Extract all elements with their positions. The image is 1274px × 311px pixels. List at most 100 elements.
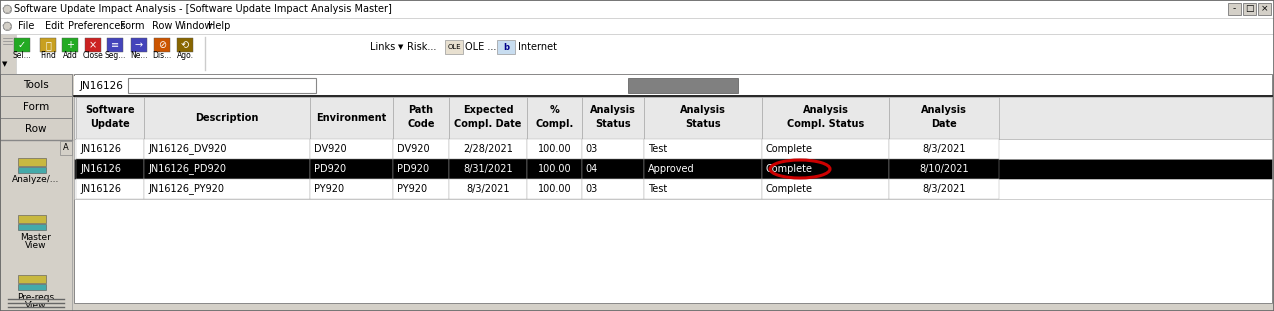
Bar <box>310 179 392 199</box>
Bar <box>74 179 1271 199</box>
Text: Tools: Tools <box>23 80 48 90</box>
Text: Software: Software <box>85 105 135 115</box>
Bar <box>0 118 73 140</box>
Text: 8/3/2021: 8/3/2021 <box>922 184 966 194</box>
Bar <box>448 179 527 199</box>
Bar <box>527 179 582 199</box>
Text: Window: Window <box>175 21 213 31</box>
Text: Test: Test <box>648 144 668 154</box>
Bar <box>144 179 310 199</box>
Text: Pre-reqs: Pre-reqs <box>18 293 55 301</box>
Text: 100.00: 100.00 <box>538 144 571 154</box>
Bar <box>62 38 78 52</box>
Bar <box>144 97 310 139</box>
Text: 8/10/2021: 8/10/2021 <box>919 164 968 174</box>
Text: Form: Form <box>120 21 144 31</box>
Text: ≡: ≡ <box>111 40 118 50</box>
Bar <box>527 159 582 179</box>
Text: ▼: ▼ <box>3 61 8 67</box>
Text: Risk...: Risk... <box>406 42 437 52</box>
Text: 03: 03 <box>585 184 598 194</box>
Text: A: A <box>64 143 69 152</box>
Bar <box>0 96 73 118</box>
Text: %: % <box>549 105 559 115</box>
Bar <box>527 97 582 139</box>
Text: Dis...: Dis... <box>153 52 172 61</box>
Bar <box>643 179 762 199</box>
Text: Code: Code <box>408 119 434 129</box>
Text: Form: Form <box>23 102 50 112</box>
Bar <box>154 38 169 52</box>
Bar <box>643 159 762 179</box>
Text: ⟲: ⟲ <box>181 40 189 50</box>
Bar <box>445 40 462 54</box>
Text: 100.00: 100.00 <box>538 164 571 174</box>
Bar <box>762 97 889 139</box>
Bar <box>131 38 147 52</box>
Text: Path: Path <box>409 105 433 115</box>
Bar <box>14 38 31 52</box>
Text: Software Update Impact Analysis - [Software Update Impact Analysis Master]: Software Update Impact Analysis - [Softw… <box>14 4 392 14</box>
Text: PD920: PD920 <box>313 164 347 174</box>
Text: Add: Add <box>62 52 78 61</box>
Bar <box>889 179 999 199</box>
Bar <box>582 139 643 159</box>
Text: 📄: 📄 <box>45 40 51 50</box>
Bar <box>144 139 310 159</box>
Bar <box>582 159 643 179</box>
Bar <box>177 38 192 52</box>
Text: View: View <box>25 242 47 250</box>
Text: View: View <box>25 301 47 310</box>
Text: Links: Links <box>369 42 395 52</box>
Bar <box>582 179 643 199</box>
Text: Seg...: Seg... <box>104 52 126 61</box>
Bar <box>1257 3 1271 15</box>
Text: Find: Find <box>39 52 56 61</box>
Text: ×: × <box>89 40 97 50</box>
Text: Analysis: Analysis <box>803 105 848 115</box>
Text: JN16126_PY920: JN16126_PY920 <box>148 183 224 194</box>
Bar <box>0 34 1274 74</box>
Text: ▼: ▼ <box>397 44 404 50</box>
Text: Internet: Internet <box>519 42 557 52</box>
Text: →: → <box>135 40 143 50</box>
Bar <box>0 303 1274 311</box>
Bar <box>60 141 73 155</box>
Bar <box>448 159 527 179</box>
Text: 2/28/2021: 2/28/2021 <box>462 144 513 154</box>
Text: Status: Status <box>595 119 631 129</box>
Bar <box>76 139 144 159</box>
Text: 8/31/2021: 8/31/2021 <box>464 164 513 174</box>
Text: Update: Update <box>90 119 130 129</box>
Text: Compl.: Compl. <box>535 119 573 129</box>
Bar <box>0 74 73 311</box>
Text: PY920: PY920 <box>397 184 427 194</box>
Text: Status: Status <box>685 119 721 129</box>
Text: OLE: OLE <box>447 44 461 50</box>
Text: Analysis: Analysis <box>921 105 967 115</box>
Bar <box>76 97 144 139</box>
Bar <box>74 139 1271 159</box>
Bar <box>643 97 762 139</box>
Bar <box>889 159 999 179</box>
Bar <box>762 139 889 159</box>
Text: Preferences: Preferences <box>68 21 126 31</box>
Bar <box>497 40 515 54</box>
Bar <box>127 78 316 93</box>
Bar <box>310 159 392 179</box>
Bar <box>85 38 101 52</box>
Bar <box>527 139 582 159</box>
Text: DV920: DV920 <box>313 144 347 154</box>
Text: Analyze/...: Analyze/... <box>13 175 60 184</box>
Text: JN16126_DV920: JN16126_DV920 <box>148 144 227 155</box>
Text: Analysis: Analysis <box>680 105 726 115</box>
Bar <box>628 78 738 93</box>
Text: Approved: Approved <box>648 164 694 174</box>
Text: Edit: Edit <box>45 21 64 31</box>
Bar <box>18 167 46 173</box>
Text: 8/3/2021: 8/3/2021 <box>466 184 510 194</box>
Text: Compl. Status: Compl. Status <box>787 119 864 129</box>
Bar <box>76 159 144 179</box>
Text: Expected: Expected <box>462 105 513 115</box>
Bar <box>107 38 124 52</box>
